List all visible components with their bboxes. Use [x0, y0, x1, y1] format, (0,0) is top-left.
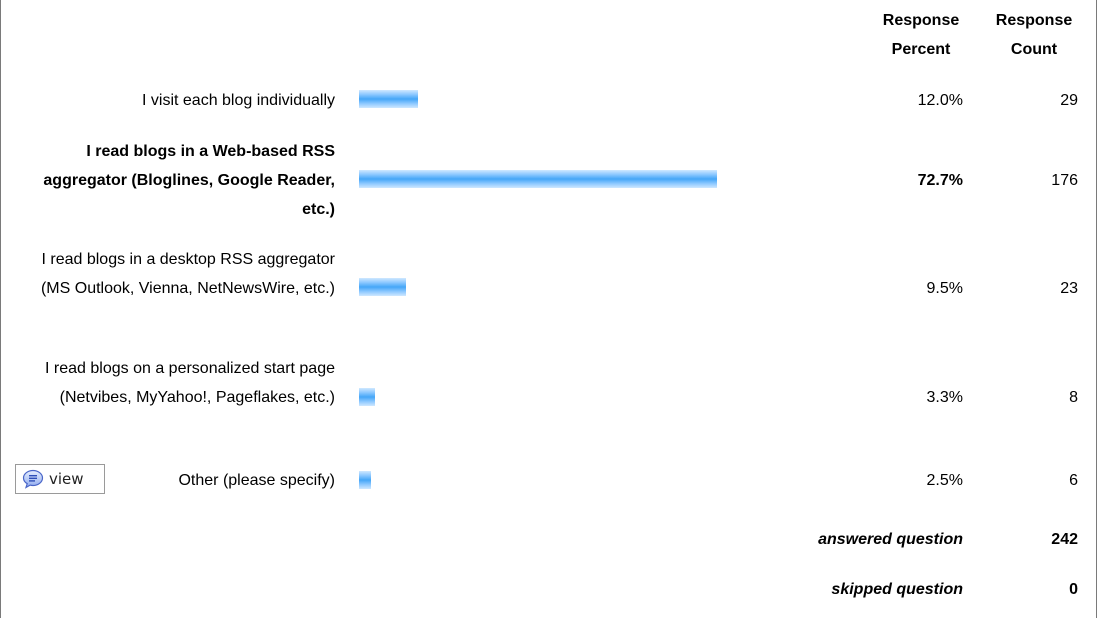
answered-question-count: 242 — [1051, 531, 1078, 548]
answered-question-label: answered question — [818, 531, 963, 548]
row-label-start-page: I read blogs on a personalized start pag… — [45, 360, 335, 406]
row-count: 176 — [1051, 172, 1078, 189]
row-percent: 72.7% — [917, 172, 963, 189]
skipped-question-label: skipped question — [831, 581, 963, 598]
header-response-percent: Response Percent — [882, 12, 960, 58]
row-label-visit-individually: I visit each blog individually — [142, 92, 335, 109]
row-percent: 9.5% — [926, 280, 963, 297]
row-percent: 2.5% — [926, 472, 963, 489]
row-label-desktop-rss: I read blogs in a desktop RSS aggregator… — [40, 251, 335, 297]
view-button-label: view — [49, 470, 84, 488]
response-bar — [359, 278, 406, 296]
row-percent: 3.3% — [926, 389, 963, 406]
row-count: 29 — [1060, 92, 1078, 109]
response-bar — [359, 388, 375, 406]
speech-bubble-icon — [22, 469, 44, 489]
row-count: 23 — [1060, 280, 1078, 297]
row-label-other: Other (please specify) — [178, 472, 335, 489]
header-response-count: Response Count — [995, 12, 1073, 58]
row-label-web-rss: I read blogs in a Web-based RSS aggregat… — [43, 143, 335, 218]
response-bar — [359, 170, 717, 188]
row-count: 8 — [1069, 389, 1078, 406]
response-bar — [359, 471, 371, 489]
skipped-question-count: 0 — [1069, 581, 1078, 598]
view-other-responses-button[interactable]: view — [15, 464, 105, 494]
row-count: 6 — [1069, 472, 1078, 489]
row-percent: 12.0% — [917, 92, 963, 109]
response-bar — [359, 90, 418, 108]
